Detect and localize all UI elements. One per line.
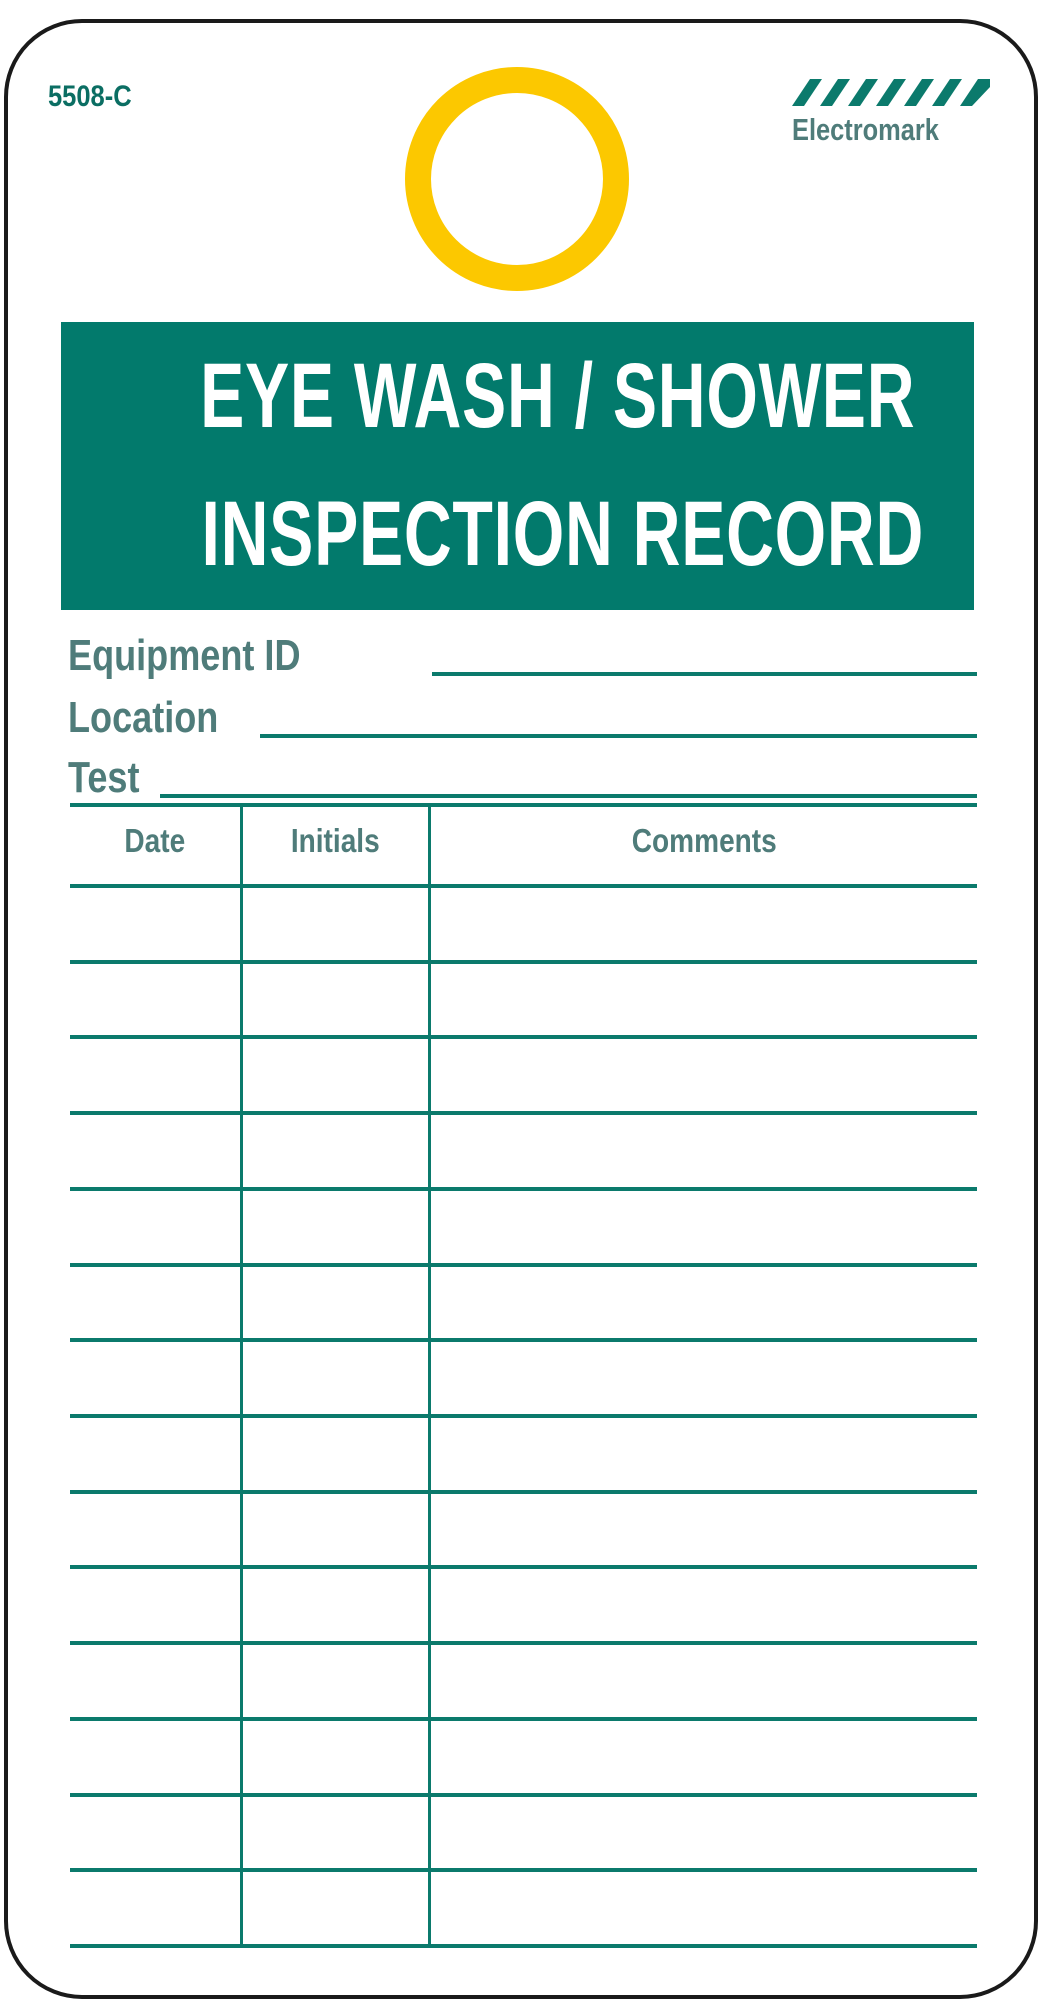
table-row[interactable]: [70, 1944, 977, 1948]
column-header-initials: Initials: [291, 822, 380, 859]
table-row[interactable]: [70, 1717, 977, 1721]
product-code: 5508-C: [48, 80, 132, 113]
location-field[interactable]: Location: [68, 690, 977, 740]
equipment-id-field[interactable]: Equipment ID: [68, 628, 977, 678]
brand-name: Electromark: [792, 112, 939, 147]
test-label: Test: [68, 753, 140, 802]
title-line-2: INSPECTION RECORD: [201, 483, 925, 585]
test-line: [160, 794, 977, 798]
equipment-id-label: Equipment ID: [68, 631, 301, 680]
column-divider: [428, 807, 431, 1947]
table-row[interactable]: [70, 1263, 977, 1267]
table-row[interactable]: [70, 1111, 977, 1115]
column-header-date: Date: [124, 822, 186, 859]
table-row[interactable]: [70, 1414, 977, 1418]
location-line: [260, 734, 977, 738]
header-rule: [70, 884, 977, 888]
table-top-rule: [70, 803, 977, 807]
table-row[interactable]: [70, 1641, 977, 1645]
column-divider: [240, 807, 243, 1947]
table-row[interactable]: [70, 1565, 977, 1569]
table-row[interactable]: [70, 1793, 977, 1797]
table-row[interactable]: [70, 1338, 977, 1342]
title-banner: EYE WASH / SHOWER INSPECTION RECORD: [61, 322, 974, 610]
table-row[interactable]: [70, 1187, 977, 1191]
table-row[interactable]: [70, 960, 977, 964]
inspection-tag: [4, 19, 1038, 1999]
grommet-hole-icon: [405, 67, 629, 291]
test-field[interactable]: Test: [68, 750, 977, 800]
location-label: Location: [68, 693, 219, 742]
column-header-comments: Comments: [631, 822, 777, 859]
equipment-id-line: [432, 672, 977, 676]
table-row[interactable]: [70, 1490, 977, 1494]
electromark-logo-stripes-icon: [792, 79, 990, 106]
table-row[interactable]: [70, 1035, 977, 1039]
title-line-1: EYE WASH / SHOWER: [200, 345, 916, 447]
table-row[interactable]: [70, 1868, 977, 1872]
